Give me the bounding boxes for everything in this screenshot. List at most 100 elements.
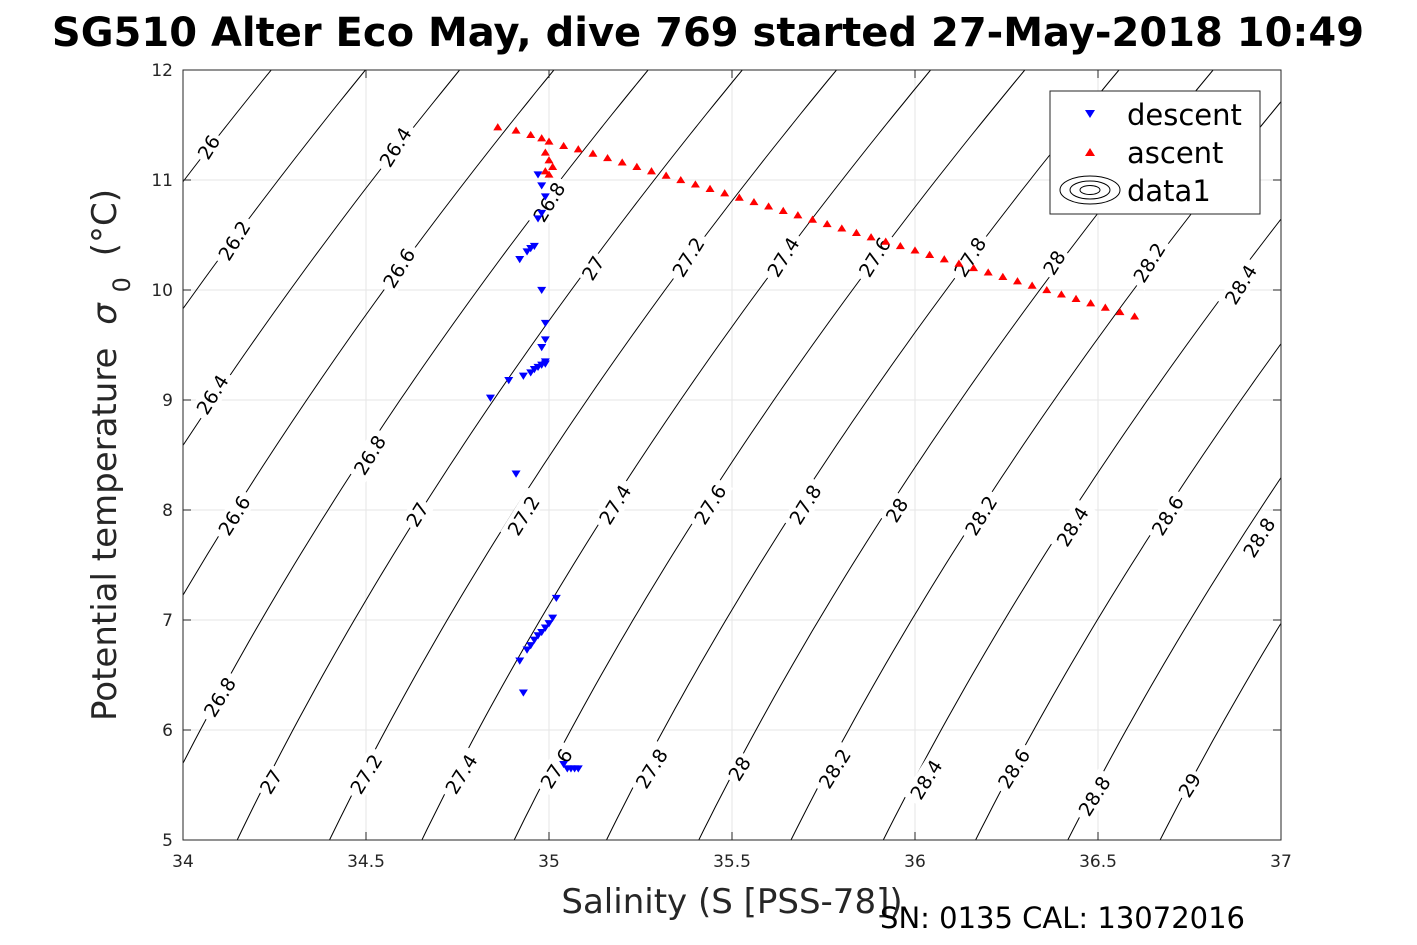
descent-marker (540, 336, 550, 344)
ascent-marker (1100, 303, 1110, 311)
ascent-marker (705, 184, 715, 192)
descent-marker (529, 636, 539, 644)
descent-marker (540, 624, 550, 632)
legend-descent-label: descent (1127, 98, 1242, 132)
contour-label-gap (191, 128, 226, 166)
descent-marker (518, 372, 528, 380)
contour-label-gap (399, 495, 435, 533)
contour-label-gap (946, 229, 994, 285)
ascent-marker (866, 233, 876, 241)
descent-marker (522, 248, 532, 256)
contour-label-gap (591, 476, 639, 533)
contour-label-gap (211, 212, 258, 269)
descent-marker (533, 171, 543, 179)
x-tick-label: 35 (538, 852, 560, 872)
density-contour-line (328, 70, 838, 840)
descent-marker (485, 394, 495, 402)
descent-marker (559, 760, 569, 769)
ascent-marker (676, 175, 686, 184)
ascent-marker (588, 149, 598, 157)
contour-label-gap (1036, 243, 1072, 282)
ascent-marker (646, 167, 656, 175)
y-tick-label: 5 (162, 831, 173, 851)
descent-marker (548, 614, 558, 622)
ascent-marker (511, 126, 521, 134)
contour-label-gap (575, 249, 611, 287)
ascent-marker (544, 137, 554, 145)
ascent-marker (851, 228, 861, 236)
contour-label-gap (375, 240, 423, 296)
descent-marker (537, 361, 547, 369)
legend-descent-marker (1085, 110, 1095, 118)
contour-label-gap (1235, 509, 1283, 566)
x-tick-label: 36 (904, 852, 926, 872)
ascent-marker (540, 148, 550, 156)
ascent-marker (895, 241, 905, 250)
contour-label-gap (533, 740, 580, 797)
ascent-marker (1115, 307, 1125, 316)
contour-label-gap (372, 119, 419, 175)
descent-marker (537, 344, 547, 352)
ascent-marker (969, 263, 979, 272)
chart-title: SG510 Alter Eco May, dive 769 started 27… (52, 10, 1364, 56)
ascent-marker (808, 215, 818, 223)
ascent-marker (954, 259, 964, 267)
ascent-marker (526, 130, 536, 139)
descent-marker (526, 642, 536, 650)
density-contour-line (183, 70, 272, 183)
contour-label-gap (342, 746, 390, 802)
contour-label-gap (1144, 487, 1191, 544)
legend-contour-marker (1059, 175, 1121, 205)
y-axis-label: Potential temperature σ 0 (°C) (85, 189, 139, 721)
contour-label-gap (902, 751, 950, 808)
descent-marker (522, 646, 532, 654)
ascent-marker (559, 141, 569, 150)
descent-marker (511, 470, 521, 478)
contour-label-gap (438, 746, 485, 802)
ascent-marker (720, 189, 730, 197)
ascent-marker (690, 180, 700, 188)
y-axis-label-text: Potential temperature (85, 348, 125, 721)
ascent-marker (661, 171, 671, 179)
descent-marker (533, 363, 543, 372)
descent-marker (533, 215, 543, 223)
contour-label-gap (196, 669, 243, 725)
ascent-marker (749, 197, 759, 206)
ascent-marker (822, 219, 832, 228)
ascent-marker (544, 170, 554, 178)
contour-label-gap (628, 740, 675, 797)
ascent-marker (998, 272, 1008, 280)
ascent-marker (537, 134, 547, 142)
contour-label-gap (253, 763, 289, 801)
y-axis-label-symbol: σ (85, 302, 125, 325)
contour-label-gap (1217, 256, 1264, 313)
ascent-marker (1042, 285, 1052, 294)
axis-ticks: 34 34.5 35 35.5 36 36.5 37 5 6 7 8 9 10 11 12 (151, 61, 1291, 872)
ascent-marker (603, 153, 613, 162)
contour-label-gap (990, 740, 1037, 797)
descent-marker (544, 620, 554, 628)
y-tick-label: 10 (151, 281, 173, 301)
ascent-marker (617, 158, 627, 166)
contour-label-gap (1071, 768, 1118, 824)
density-contour-line (236, 70, 743, 840)
legend-data1-label: data1 (1127, 174, 1211, 208)
ascent-marker (1012, 277, 1022, 285)
y-tick-label: 8 (162, 501, 173, 521)
ascent-marker (1086, 299, 1096, 307)
y-axis-label-unit: (°C) (85, 189, 125, 256)
ascent-marker (983, 268, 993, 276)
descent-marker (518, 689, 528, 697)
ascent-marker (764, 202, 774, 210)
x-tick-label: 36.5 (1079, 852, 1117, 872)
ascent-marker (1027, 281, 1037, 289)
contour-label-gap (811, 740, 858, 797)
y-axis-label-subscript: 0 (108, 277, 136, 292)
contour-label-gap (189, 366, 236, 423)
density-contour-line (882, 218, 1281, 840)
descent-marker (551, 594, 561, 603)
x-tick-label: 37 (1270, 852, 1292, 872)
ascent-marker (778, 206, 788, 214)
